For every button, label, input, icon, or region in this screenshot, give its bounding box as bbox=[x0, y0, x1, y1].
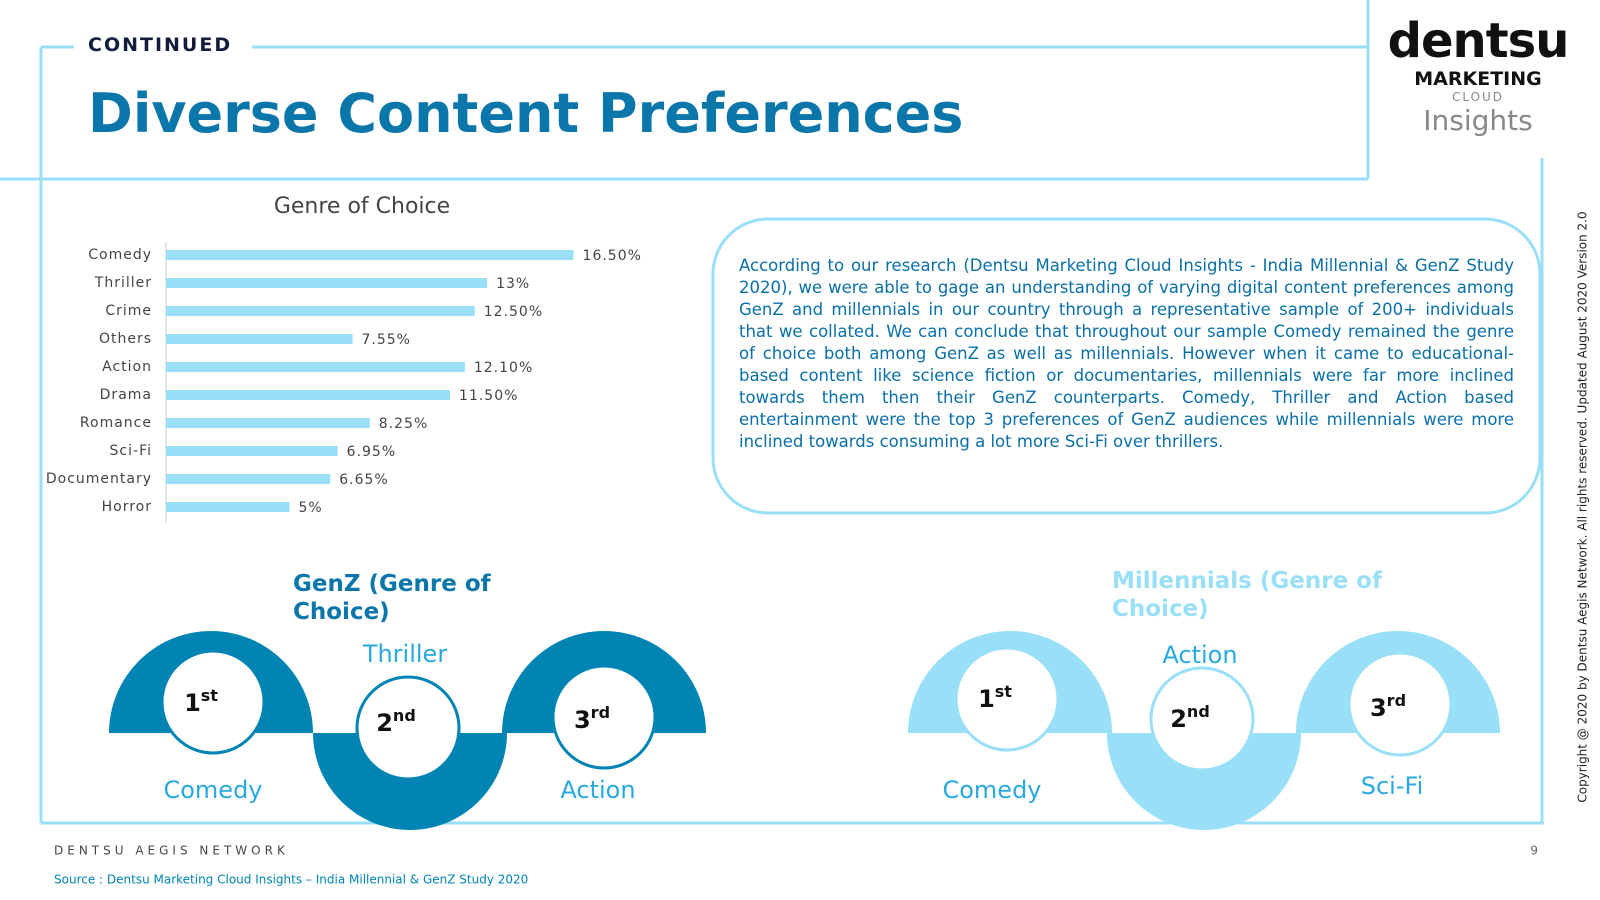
value-label: 6.65% bbox=[339, 472, 388, 488]
bar bbox=[166, 362, 465, 372]
category-label: Crime bbox=[105, 303, 152, 319]
category-label: Horror bbox=[102, 499, 152, 515]
rank-label: 3rd bbox=[574, 703, 610, 735]
rank-label: 3rd bbox=[1370, 691, 1406, 723]
summary-text: According to our research (Dentsu Market… bbox=[739, 256, 1514, 451]
copyright: Copyright @ 2020 by Dentsu Aegis Network… bbox=[1576, 211, 1590, 802]
value-label: 12.10% bbox=[474, 360, 533, 376]
logo: dentsu MARKETING CLOUD Insights bbox=[1378, 14, 1578, 137]
rank-suffix: st bbox=[995, 682, 1013, 701]
genz-heading: GenZ (Genre of Choice) bbox=[293, 571, 491, 625]
category-label: Thriller bbox=[94, 275, 152, 291]
rank-suffix: st bbox=[201, 686, 219, 705]
chart-title: Genre of Choice bbox=[274, 194, 450, 219]
bar bbox=[166, 250, 574, 260]
millennial-heading: Millennials (Genre of Choice) bbox=[1112, 568, 1382, 622]
value-label: 6.95% bbox=[347, 444, 396, 460]
category-label: Others bbox=[99, 331, 152, 347]
genre-label: Sci-Fi bbox=[1361, 772, 1423, 800]
bar bbox=[166, 474, 331, 484]
rank-number: 3 bbox=[574, 706, 591, 734]
rank-suffix: nd bbox=[1187, 702, 1210, 721]
logo-line: CLOUD bbox=[1451, 90, 1505, 104]
rank-number: 2 bbox=[1170, 705, 1187, 733]
value-label: 16.50% bbox=[583, 248, 642, 264]
rank-suffix: rd bbox=[1387, 691, 1406, 710]
category-label: Romance bbox=[80, 415, 152, 431]
bar bbox=[166, 334, 353, 344]
bar bbox=[166, 306, 475, 316]
rank-label: 1st bbox=[978, 682, 1012, 714]
bar bbox=[166, 446, 338, 456]
category-label: Action bbox=[102, 359, 152, 375]
logo-line: Insights bbox=[1423, 104, 1533, 137]
rank-suffix: rd bbox=[591, 703, 610, 722]
value-label: 8.25% bbox=[379, 416, 428, 432]
value-label: 12.50% bbox=[484, 304, 543, 320]
category-label: Sci-Fi bbox=[110, 443, 152, 459]
rank-number: 3 bbox=[1370, 694, 1387, 722]
logo-brand: dentsu bbox=[1387, 13, 1570, 69]
value-label: 7.55% bbox=[361, 332, 410, 348]
rank-suffix: nd bbox=[393, 706, 416, 725]
genre-label: Comedy bbox=[942, 776, 1041, 804]
network-name: DENTSU AEGIS NETWORK bbox=[54, 844, 289, 858]
source: Source : Dentsu Marketing Cloud Insights… bbox=[54, 873, 528, 887]
bar bbox=[166, 390, 451, 400]
category-label: Documentary bbox=[46, 471, 152, 487]
genre-label: Action bbox=[560, 776, 635, 804]
value-label: 13% bbox=[496, 276, 530, 292]
rank-number: 2 bbox=[376, 709, 393, 737]
rank-number: 1 bbox=[184, 689, 201, 717]
value-label: 11.50% bbox=[459, 388, 518, 404]
frame bbox=[0, 0, 1544, 825]
rank-label: 1st bbox=[184, 686, 218, 718]
value-label: 5% bbox=[299, 500, 323, 516]
rank-circles bbox=[160, 646, 1453, 781]
rank-number: 1 bbox=[978, 685, 995, 713]
genre-label: Thriller bbox=[362, 640, 448, 668]
rank-label: 2nd bbox=[1170, 702, 1210, 734]
category-label: Drama bbox=[100, 387, 152, 403]
category-label: Comedy bbox=[88, 247, 152, 263]
rank-label: 2nd bbox=[376, 706, 416, 738]
page-number: 9 bbox=[1530, 844, 1538, 858]
page-title: Diverse Content Preferences bbox=[88, 82, 964, 145]
bar bbox=[166, 418, 370, 428]
genre-label: Action bbox=[1162, 641, 1237, 669]
summary-box bbox=[711, 217, 1542, 515]
bar bbox=[166, 278, 488, 288]
logo-line: MARKETING bbox=[1414, 68, 1542, 90]
section-label: CONTINUED bbox=[88, 34, 233, 56]
genre-label: Comedy bbox=[163, 776, 262, 804]
bar bbox=[166, 502, 290, 512]
